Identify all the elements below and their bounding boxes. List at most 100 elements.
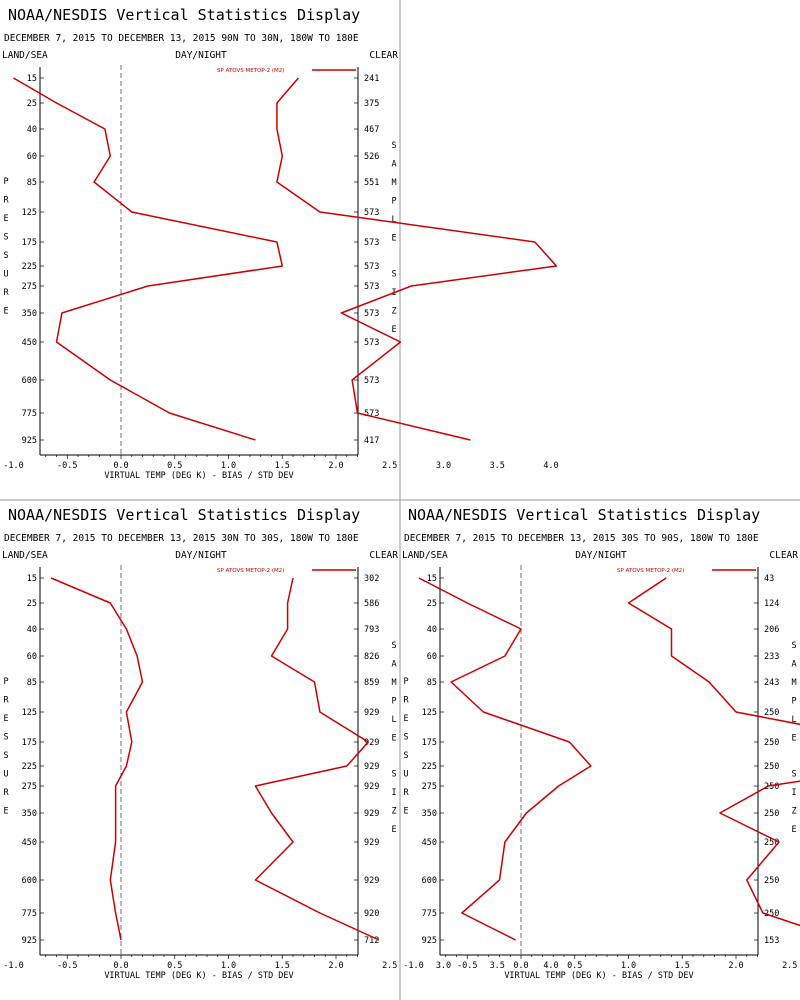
- clear-header: CLEAR: [369, 50, 398, 61]
- sample-size-label: 250: [764, 738, 779, 748]
- pressure-axis-letter: U: [403, 770, 408, 780]
- x-tick-label: 1.5: [275, 961, 290, 971]
- sample-size-axis-letter: Z: [791, 807, 796, 817]
- sample-size-axis-letter: E: [391, 825, 396, 835]
- sample-size-label: 929: [364, 838, 379, 848]
- pressure-level-label: 450: [422, 838, 437, 848]
- pressure-axis-letter: U: [3, 270, 8, 280]
- pressure-level-label: 85: [27, 678, 37, 688]
- pressure-axis-letter: S: [3, 733, 8, 743]
- pressure-level-label: 175: [22, 738, 37, 748]
- pressure-level-label: 15: [427, 574, 437, 584]
- sample-size-axis-letter: E: [391, 234, 396, 244]
- sample-size-label: 250: [764, 809, 779, 819]
- pressure-axis-letter: P: [3, 177, 8, 187]
- sample-size-axis-letter: A: [391, 660, 396, 670]
- pressure-level-label: 175: [22, 238, 37, 248]
- pressure-level-label: 600: [422, 876, 437, 886]
- pressure-level-label: 450: [22, 838, 37, 848]
- sample-size-axis-letter: Z: [391, 807, 396, 817]
- pressure-level-label: 775: [22, 409, 37, 419]
- sample-size-axis-letter: I: [391, 788, 396, 798]
- sample-size-label: 526: [364, 152, 379, 162]
- x-axis-label: VIRTUAL TEMP (DEG K) - BIAS / STD DEV: [104, 971, 293, 981]
- pressure-level-label: 40: [27, 125, 37, 135]
- pressure-level-label: 125: [422, 708, 437, 718]
- x-tick-label: 0.5: [167, 961, 182, 971]
- x-tick-label: -1.0: [403, 961, 423, 971]
- sample-size-label: 241: [364, 74, 379, 84]
- sample-size-label: 573: [364, 409, 379, 419]
- std-dev-profile-line: [627, 577, 800, 927]
- pressure-level-label: 15: [27, 574, 37, 584]
- chart-subtitle: DECEMBER 7, 2015 TO DECEMBER 13, 2015 30…: [4, 533, 359, 544]
- sample-size-label: 573: [364, 262, 379, 272]
- legend-label: SP ATOVS METOP-2 (M2): [217, 68, 284, 74]
- sample-size-axis-letter: S: [391, 270, 396, 280]
- legend-label: SP ATOVS METOP-2 (M2): [217, 568, 284, 574]
- day-night-header: DAY/NIGHT: [175, 50, 227, 61]
- pressure-level-label: 175: [422, 738, 437, 748]
- pressure-level-label: 775: [422, 909, 437, 919]
- pressure-level-label: 60: [427, 652, 437, 662]
- sample-size-axis-letter: P: [391, 197, 396, 207]
- sample-size-label: 43: [764, 574, 774, 584]
- pressure-level-label: 350: [22, 809, 37, 819]
- x-tick-label: 4.0: [543, 961, 558, 971]
- pressure-level-label: 60: [27, 152, 37, 162]
- sample-size-label: 573: [364, 282, 379, 292]
- sample-size-label: 250: [764, 838, 779, 848]
- pressure-level-label: 775: [22, 909, 37, 919]
- sample-size-axis-letter: L: [791, 715, 796, 725]
- pressure-axis-letter: E: [3, 807, 8, 817]
- sample-size-label: 920: [364, 909, 379, 919]
- pressure-level-label: 25: [27, 99, 37, 109]
- sample-size-label: 124: [764, 599, 779, 609]
- sample-size-axis-letter: M: [791, 678, 796, 688]
- chart-subtitle: DECEMBER 7, 2015 TO DECEMBER 13, 2015 90…: [4, 33, 359, 44]
- pressure-level-label: 275: [422, 782, 437, 792]
- sample-size-label: 206: [764, 625, 779, 635]
- pressure-axis-letter: R: [403, 696, 409, 706]
- sample-size-axis-letter: P: [791, 697, 796, 707]
- pressure-level-label: 25: [427, 599, 437, 609]
- x-tick-label: 3.5: [490, 461, 505, 471]
- day-night-header: DAY/NIGHT: [175, 550, 227, 561]
- sample-size-axis-letter: Z: [391, 307, 396, 317]
- sample-size-label: 375: [364, 99, 379, 109]
- x-tick-label: 2.0: [328, 961, 343, 971]
- pressure-axis-letter: R: [3, 288, 9, 298]
- sample-size-label: 573: [364, 238, 379, 248]
- sample-size-label: 929: [364, 809, 379, 819]
- legend-label: SP ATOVS METOP-2 (M2): [617, 568, 684, 574]
- pressure-axis-letter: R: [3, 696, 9, 706]
- pressure-level-label: 15: [27, 74, 37, 84]
- sample-size-axis-letter: E: [791, 734, 796, 744]
- pressure-level-label: 275: [22, 282, 37, 292]
- sample-size-axis-letter: E: [391, 734, 396, 744]
- pressure-axis-letter: P: [3, 677, 8, 687]
- x-axis-label: VIRTUAL TEMP (DEG K) - BIAS / STD DEV: [504, 971, 693, 981]
- pressure-axis-letter: R: [3, 196, 9, 206]
- sample-size-label: 712: [364, 936, 379, 946]
- sample-size-label: 929: [364, 782, 379, 792]
- clear-header: CLEAR: [369, 550, 398, 561]
- bias-profile-line: [418, 577, 592, 941]
- chart-panel-3: NOAA/NESDIS Vertical Statistics Display D…: [402, 506, 800, 981]
- chart-title: NOAA/NESDIS Vertical Statistics Display: [8, 506, 360, 524]
- x-tick-label: 1.5: [275, 461, 290, 471]
- x-tick-label: -0.5: [457, 961, 477, 971]
- pressure-axis-letter: E: [403, 714, 408, 724]
- chart-subtitle: DECEMBER 7, 2015 TO DECEMBER 13, 2015 30…: [404, 533, 759, 544]
- bias-profile-line: [13, 77, 284, 441]
- x-tick-label: 2.5: [382, 961, 397, 971]
- sample-size-label: 586: [364, 599, 379, 609]
- x-tick-label: 1.0: [221, 961, 236, 971]
- pressure-level-label: 25: [27, 599, 37, 609]
- x-tick-label: 0.5: [567, 961, 582, 971]
- x-tick-label: 4.0: [543, 461, 558, 471]
- x-tick-label: 0.0: [513, 961, 528, 971]
